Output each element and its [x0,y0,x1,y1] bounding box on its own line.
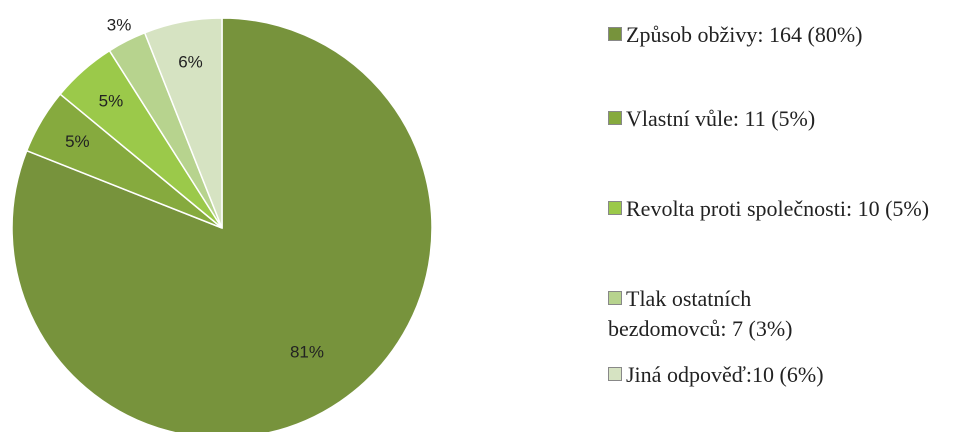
legend-swatch [608,201,622,215]
pie-slice [11,17,433,432]
legend-label: Vlastní vůle: 11 (5%) [626,106,816,131]
legend-label: Způsob obživy: 164 (80%) [626,22,863,47]
legend-item: Tlak ostatních bezdomovců: 7 (3%) [608,284,868,344]
slice-label: 5% [65,132,90,151]
legend-item: Vlastní vůle: 11 (5%) [608,104,968,134]
chart: 81% 5% 5% 3% 6% [11,15,433,432]
legend-label: Jiná odpověď:10 (6%) [626,362,824,387]
slice-label: 81% [290,343,324,362]
slice-label: 6% [178,52,203,71]
legend-swatch [608,27,622,41]
legend-swatch [608,111,622,125]
slice-label: 5% [99,91,124,110]
slice-label: 3% [107,15,132,34]
legend-label: Revolta proti společnosti: 10 (5%) [626,196,930,221]
legend-label: Tlak ostatních bezdomovců: 7 (3%) [608,286,793,341]
legend-item: Způsob obživy: 164 (80%) [608,20,979,50]
legend-item: Jiná odpověď:10 (6%) [608,360,968,390]
legend-swatch [608,291,622,305]
legend-swatch [608,367,622,381]
pie-slice [143,17,223,229]
legend-item: Revolta proti společnosti: 10 (5%) [608,194,953,224]
